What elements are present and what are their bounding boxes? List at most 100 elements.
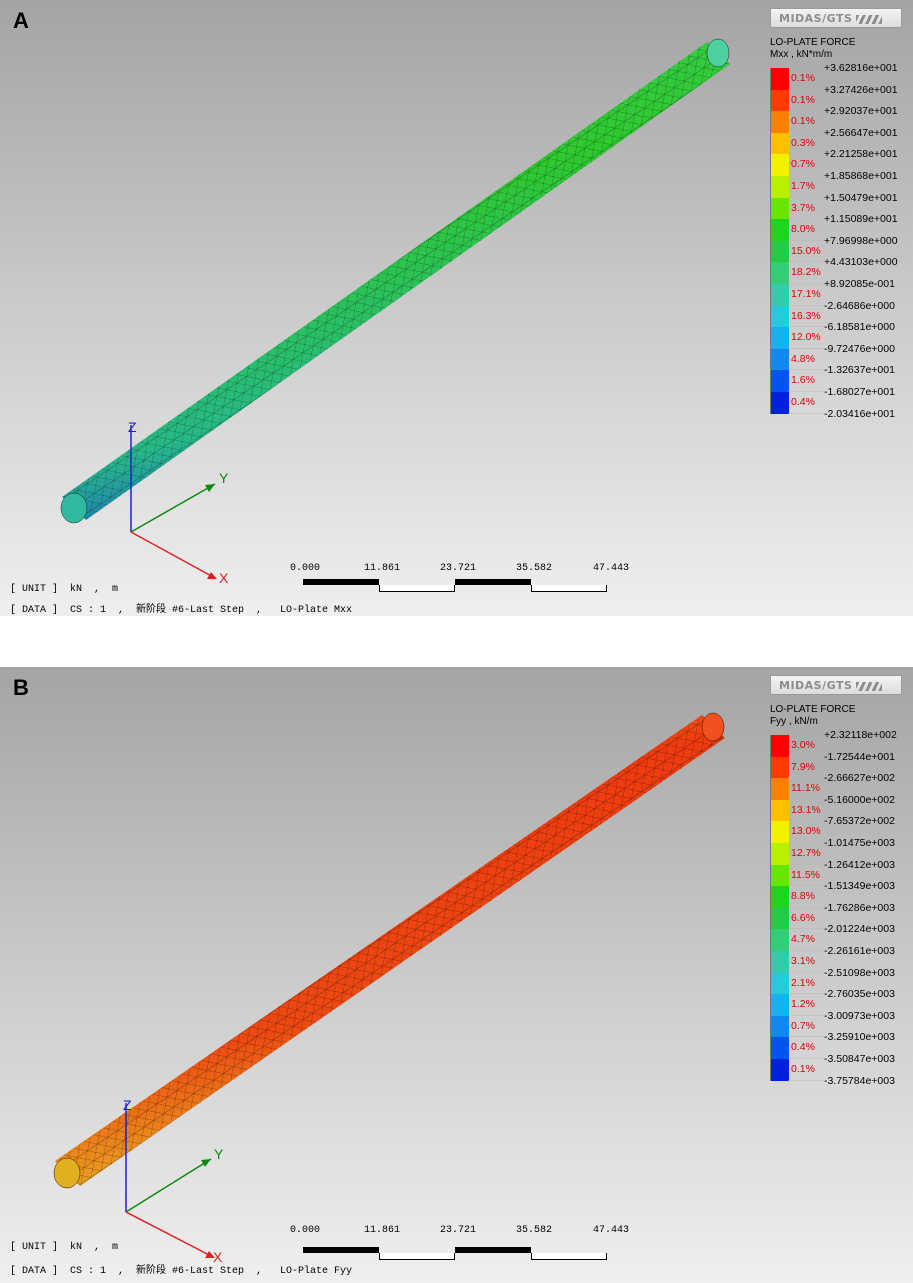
legend-value: +2.32118e+002 xyxy=(824,729,897,741)
legend-percent: 2.1% xyxy=(788,973,824,995)
legend-percent: 13.1% xyxy=(788,800,824,822)
data-info: [ DATA ] CS : 1 , 新阶段 #6-Last Step , LO-… xyxy=(10,1266,353,1277)
scale-tick-label: 11.861 xyxy=(364,1225,401,1236)
legend-value: -2.64686e+000 xyxy=(824,299,895,312)
legend-swatch xyxy=(771,89,789,112)
legend-swatch xyxy=(771,305,789,328)
legend-value: -3.50847e+003 xyxy=(824,1052,895,1065)
legend-percent: 0.7% xyxy=(788,1016,824,1038)
unit-info: [ UNIT ] kN , m xyxy=(10,1242,119,1253)
legend-percent: 3.1% xyxy=(788,951,824,973)
axis-z-label: Z xyxy=(128,419,137,435)
legend-percent: 4.7% xyxy=(788,929,824,951)
unit-info: [ UNIT ] kN , m xyxy=(10,584,119,595)
legend-value: +2.56647e+001 xyxy=(824,126,898,139)
legend-value: -2.66627e+002 xyxy=(824,772,895,785)
legend-swatch xyxy=(771,240,789,263)
legend-swatch xyxy=(771,348,789,371)
axis-y-label: Y xyxy=(219,470,229,486)
scale-ruler xyxy=(303,1247,607,1260)
legend-percent: 0.4% xyxy=(788,1037,824,1059)
contour-panel-b: B MIDAS/GTS LO-PLATE FORCE Fyy , kN/m 3.… xyxy=(0,667,913,1283)
legend-color-scale xyxy=(770,735,789,1081)
legend-swatch xyxy=(771,950,789,973)
legend-value: -1.51349e+003 xyxy=(824,880,895,893)
legend-value: +3.62816e+001 xyxy=(824,62,898,74)
legend-percentages: 3.0% 7.9% 11.1% 13.1% 13.0% 12.7% 11.5% 8.8% 6.6… xyxy=(788,735,824,1081)
legend-value: -2.01224e+003 xyxy=(824,923,895,936)
legend-swatch xyxy=(771,391,789,414)
legend-value: +2.21258e+001 xyxy=(824,148,898,161)
scale-tick-label: 23.721 xyxy=(440,1225,477,1236)
legend-value: -1.72544e+001 xyxy=(824,750,895,763)
legend-percent: 15.0% xyxy=(788,241,824,263)
data-info: [ DATA ] CS : 1 , 新阶段 #6-Last Step , LO-… xyxy=(10,605,353,616)
scale-tick-label: 0.000 xyxy=(290,563,321,574)
brand-text: MIDAS/GTS xyxy=(779,679,853,692)
legend-swatch xyxy=(771,907,789,930)
legend-value: -1.68027e+001 xyxy=(824,385,895,398)
legend-value: -6.18581e+000 xyxy=(824,321,895,334)
legend-percent: 0.1% xyxy=(788,68,824,90)
legend-percent: 8.8% xyxy=(788,886,824,908)
legend-swatch xyxy=(771,283,789,306)
legend-title: LO-PLATE FORCE xyxy=(770,37,856,48)
pipe-model-view[interactable]: Z Y X xyxy=(0,0,913,616)
legend-value: +4.43103e+000 xyxy=(824,256,898,269)
legend-value: +1.50479e+001 xyxy=(824,191,898,204)
legend-value: -1.76286e+003 xyxy=(824,901,895,914)
legend-percent: 6.6% xyxy=(788,908,824,930)
legend-percent: 4.8% xyxy=(788,349,824,371)
legend-swatch xyxy=(771,821,789,843)
legend-values: +2.32118e+002 -1.72544e+001 -2.66627e+002 -… xyxy=(824,728,897,1095)
legend-percent: 0.1% xyxy=(788,90,824,112)
legend-percent: 1.2% xyxy=(788,994,824,1016)
legend-swatch xyxy=(771,864,789,887)
legend-percent: 1.6% xyxy=(788,370,824,392)
legend-percent: 16.3% xyxy=(788,306,824,328)
legend-percent: 12.7% xyxy=(788,843,824,865)
legend-value: +7.96998e+000 xyxy=(824,234,898,247)
legend-value: -1.01475e+003 xyxy=(824,836,895,849)
legend-swatch xyxy=(771,132,789,155)
scale-tick-label: 35.582 xyxy=(516,1225,553,1236)
scale-tick-label: 0.000 xyxy=(290,1225,321,1236)
legend-swatch xyxy=(771,799,789,822)
legend-color-scale xyxy=(770,68,789,414)
scale-tick-label: 47.443 xyxy=(593,563,630,574)
axis-z-label: Z xyxy=(123,1097,132,1113)
midas-gts-logo: MIDAS/GTS xyxy=(770,675,902,695)
scale-tick-label: 35.582 xyxy=(516,563,553,574)
legend-swatch xyxy=(771,154,789,176)
legend-percent: 18.2% xyxy=(788,262,824,284)
legend-percent: 11.5% xyxy=(788,865,824,887)
legend-unit: Fyy , kN/m xyxy=(770,716,818,727)
legend-swatch xyxy=(771,994,789,1016)
legend-percent: 11.1% xyxy=(788,778,824,800)
legend-swatch xyxy=(771,175,789,198)
legend-swatch xyxy=(771,735,789,757)
legend-value: +3.27426e+001 xyxy=(824,83,898,96)
legend-percent: 0.3% xyxy=(788,133,824,155)
legend-swatch xyxy=(771,370,789,392)
legend-swatch xyxy=(771,219,789,241)
legend-swatch xyxy=(771,327,789,349)
legend-percent: 3.7% xyxy=(788,198,824,220)
legend-percent: 0.1% xyxy=(788,111,824,133)
pipe-model-view[interactable]: Z Y X xyxy=(0,667,913,1283)
legend-title: LO-PLATE FORCE xyxy=(770,704,856,715)
legend-value: -2.76035e+003 xyxy=(824,988,895,1001)
axis-y-label: Y xyxy=(214,1146,224,1162)
legend-value: -3.00973e+003 xyxy=(824,1009,895,1022)
legend-value: -1.26412e+003 xyxy=(824,858,895,871)
panel-label: A xyxy=(13,8,29,33)
legend-value: -5.16000e+002 xyxy=(824,793,895,806)
legend-value: +8.92085e-001 xyxy=(824,277,895,290)
legend-value: -1.32637e+001 xyxy=(824,364,895,377)
legend-swatch xyxy=(771,972,789,995)
pipe-body xyxy=(60,38,730,524)
legend-value: +1.15089e+001 xyxy=(824,213,898,226)
scale-tick-label: 23.721 xyxy=(440,563,477,574)
legend-swatch xyxy=(771,886,789,908)
legend-swatch xyxy=(771,929,789,951)
